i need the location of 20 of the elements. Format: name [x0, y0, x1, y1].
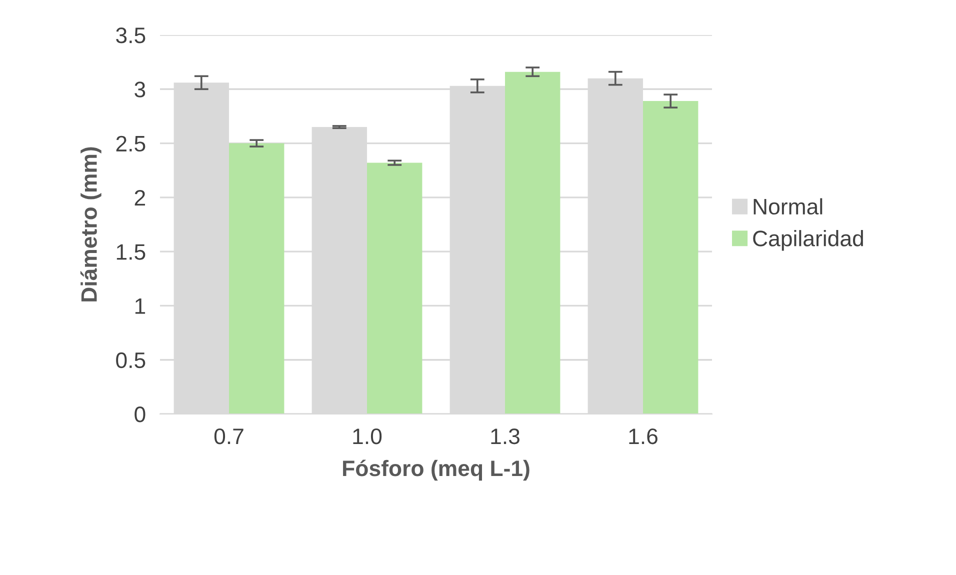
x-axis-title: Fósforo (meq L-1) — [343, 460, 530, 481]
y-tick-label: 3.5 — [116, 28, 146, 44]
y-tick-label: 0 — [134, 406, 146, 422]
bar — [229, 143, 284, 414]
y-tick-label: 1.5 — [116, 244, 146, 260]
x-tick-label: 1.0 — [353, 428, 382, 444]
bar — [643, 101, 698, 414]
y-tick-label: 2.5 — [116, 136, 146, 152]
x-tick-label: 1.6 — [629, 428, 658, 444]
y-tick-label: 3 — [134, 82, 146, 98]
bar — [367, 162, 422, 414]
legend-label: Capilaridad — [753, 230, 863, 251]
y-tick-label: 2 — [134, 190, 145, 206]
x-tick-label: 0.7 — [214, 428, 244, 444]
y-tick-label: 0.5 — [116, 352, 146, 368]
y-axis-title: Diámetro (mm) — [80, 147, 102, 302]
y-tick-label: 1 — [135, 298, 146, 314]
bar — [505, 72, 560, 414]
x-tick-label: 1.3 — [491, 428, 520, 444]
legend-label: Normal — [754, 198, 822, 215]
